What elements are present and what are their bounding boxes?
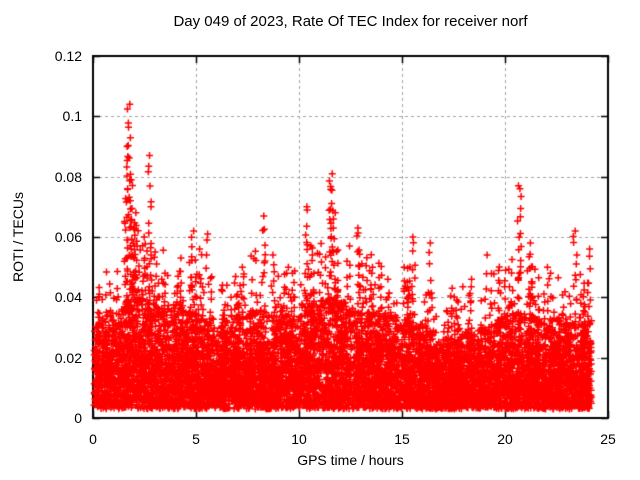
x-tick-label: 20 (497, 431, 513, 447)
y-tick-label: 0.1 (62, 108, 82, 124)
y-tick-label: 0.06 (54, 229, 82, 245)
x-tick-label: 0 (89, 431, 97, 447)
y-tick-label: 0.04 (54, 289, 82, 305)
x-tick-label: 15 (394, 431, 410, 447)
x-axis-label: GPS time / hours (297, 452, 404, 468)
x-tick-label: 25 (600, 431, 616, 447)
y-tick-label: 0 (74, 410, 82, 426)
x-tick-label: 10 (291, 431, 307, 447)
y-tick-label: 0.02 (54, 350, 82, 366)
y-tick-label: 0.08 (54, 169, 82, 185)
y-tick-label: 0.12 (54, 48, 82, 64)
x-tick-label: 5 (192, 431, 200, 447)
chart-title: Day 049 of 2023, Rate Of TEC Index for r… (173, 13, 528, 30)
